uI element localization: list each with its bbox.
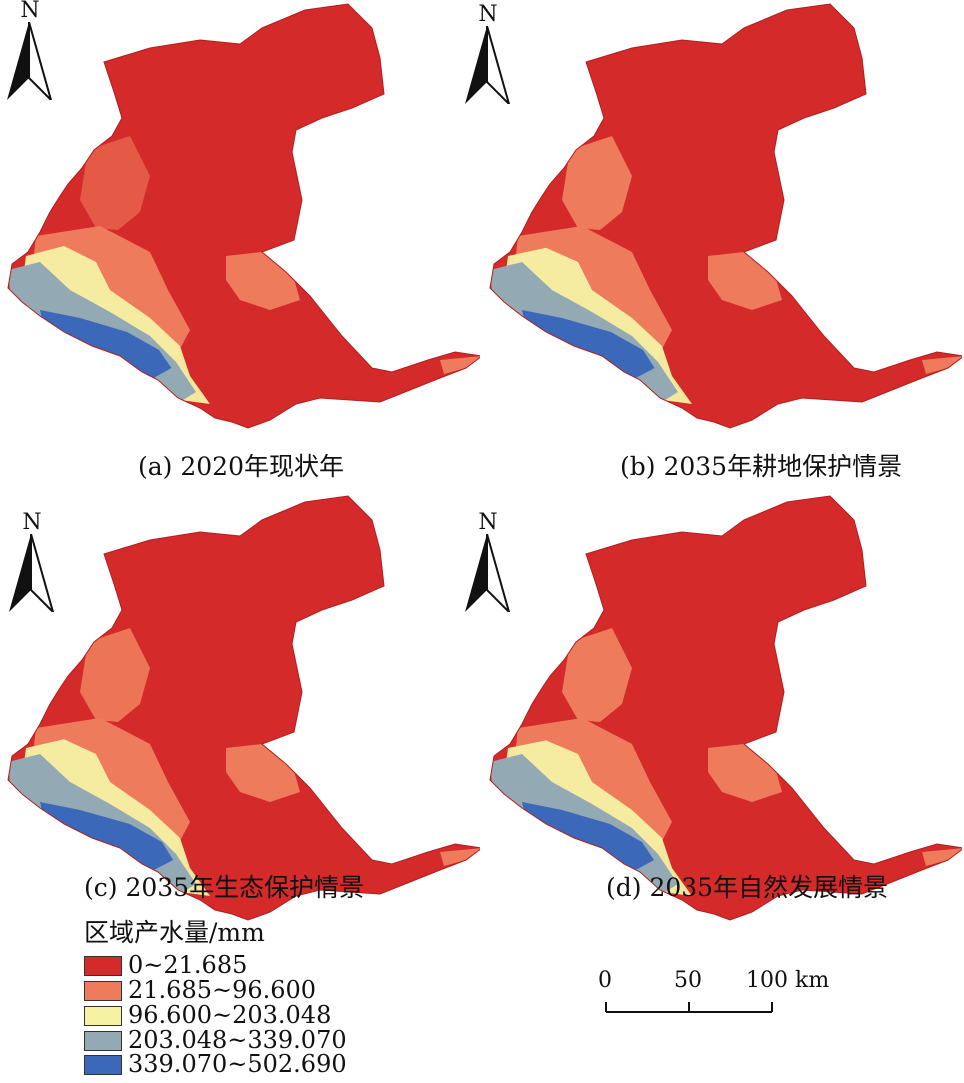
zone-class-2 <box>440 356 480 374</box>
scale-tick-label: 50 <box>674 968 702 993</box>
north-arrow-icon <box>465 534 510 612</box>
legend-title: 区域产水量/mm <box>84 918 265 947</box>
legend-swatch <box>84 1006 122 1026</box>
legend-label: 203.048~339.070 <box>128 1026 347 1054</box>
zone-class-2 <box>80 628 150 722</box>
region-outline <box>489 495 962 921</box>
scale-bar: 0 50 100 km <box>596 968 829 1028</box>
map-panel-d: N <box>465 492 962 982</box>
north-arrow-icon <box>465 26 510 104</box>
legend-swatch <box>84 981 122 1001</box>
legend-swatch <box>84 956 122 976</box>
region-outline <box>7 3 480 429</box>
map-panel-b: N <box>465 0 962 490</box>
zone-class-2 <box>440 848 480 866</box>
legend-label: 96.600~203.048 <box>128 1001 332 1029</box>
caption-d: (d) 2035年自然发展情景 <box>606 873 889 902</box>
scale-bar-line <box>605 1002 773 1013</box>
caption-a: (a) 2020年现状年 <box>138 452 344 481</box>
zone-class-5 <box>522 310 655 380</box>
caption-c: (c) 2035年生态保护情景 <box>84 873 365 902</box>
north-arrow: N <box>2 512 62 622</box>
north-arrow-icon <box>9 534 54 612</box>
zone-class-2 <box>80 136 150 230</box>
north-arrow: N <box>458 512 518 622</box>
north-arrow: N <box>0 0 60 110</box>
scale-tick-label: 100 km <box>746 968 830 993</box>
legend-swatch <box>84 1031 122 1051</box>
zone-class-2 <box>562 136 632 230</box>
legend-label: 339.070~502.690 <box>128 1050 347 1078</box>
region-outline <box>489 3 962 429</box>
north-letter: N <box>20 0 40 23</box>
legend-label: 21.685~96.600 <box>128 976 317 1004</box>
water-yield-map-d <box>489 495 962 921</box>
zone-class-1 <box>8 496 480 920</box>
zone-class-2 <box>922 848 962 866</box>
zone-class-5 <box>40 310 172 380</box>
region-outline <box>7 495 480 921</box>
north-letter: N <box>478 510 498 535</box>
legend-label: 0~21.685 <box>128 951 248 979</box>
zone-class-1 <box>8 4 480 428</box>
north-arrow-icon <box>7 22 52 100</box>
map-panel-a: N <box>0 0 480 490</box>
scale-tick-label: 0 <box>598 968 612 993</box>
legend-swatch <box>84 1055 122 1075</box>
caption-b: (b) 2035年耕地保护情景 <box>620 452 903 481</box>
north-arrow: N <box>458 4 518 114</box>
water-yield-map-a <box>7 3 480 429</box>
north-letter: N <box>22 510 42 535</box>
zone-class-2 <box>562 628 632 722</box>
north-letter: N <box>478 2 498 27</box>
zone-class-1 <box>490 496 962 920</box>
water-yield-map-c <box>7 495 480 921</box>
zone-class-2 <box>922 356 962 374</box>
water-yield-map-b <box>489 3 962 429</box>
zone-class-1 <box>490 4 962 428</box>
zone-class-5 <box>522 802 654 872</box>
zone-class-5 <box>40 802 174 872</box>
map-panel-c: N <box>0 492 480 982</box>
